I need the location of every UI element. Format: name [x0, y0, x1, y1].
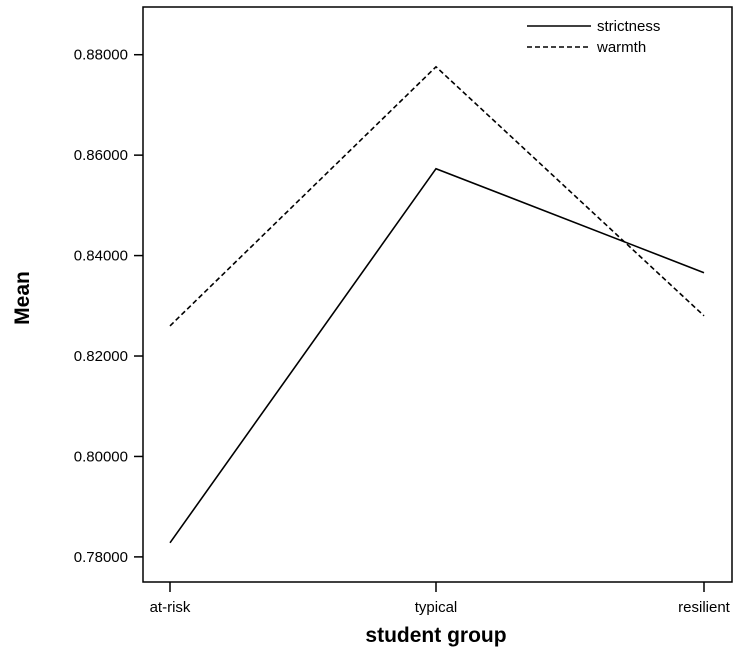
- y-tick-label: 0.82000: [74, 348, 128, 365]
- x-axis: at-risk typical resilient: [150, 582, 731, 616]
- legend-label-strictness: strictness: [597, 18, 660, 35]
- y-axis: 0.78000 0.80000 0.82000 0.84000 0.86000 0.880…: [74, 47, 143, 566]
- legend: strictness warmth: [527, 18, 660, 56]
- y-axis-title: Mean: [11, 271, 34, 325]
- x-axis-title: student group: [365, 624, 506, 647]
- y-tick-label: 0.86000: [74, 147, 128, 164]
- series-lines: [169, 65, 705, 544]
- x-tick-label: resilient: [678, 599, 731, 616]
- y-tick-label: 0.78000: [74, 549, 128, 566]
- legend-label-warmth: warmth: [596, 39, 646, 56]
- plot-frame: [142, 6, 733, 583]
- series-line-strictness: [169, 167, 705, 544]
- x-tick-label: typical: [415, 599, 458, 616]
- series-line-warmth: [169, 65, 705, 327]
- y-tick-label: 0.80000: [74, 448, 128, 465]
- y-tick-label: 0.84000: [74, 248, 128, 265]
- x-tick-label: at-risk: [150, 599, 191, 616]
- y-tick-label: 0.88000: [74, 47, 128, 64]
